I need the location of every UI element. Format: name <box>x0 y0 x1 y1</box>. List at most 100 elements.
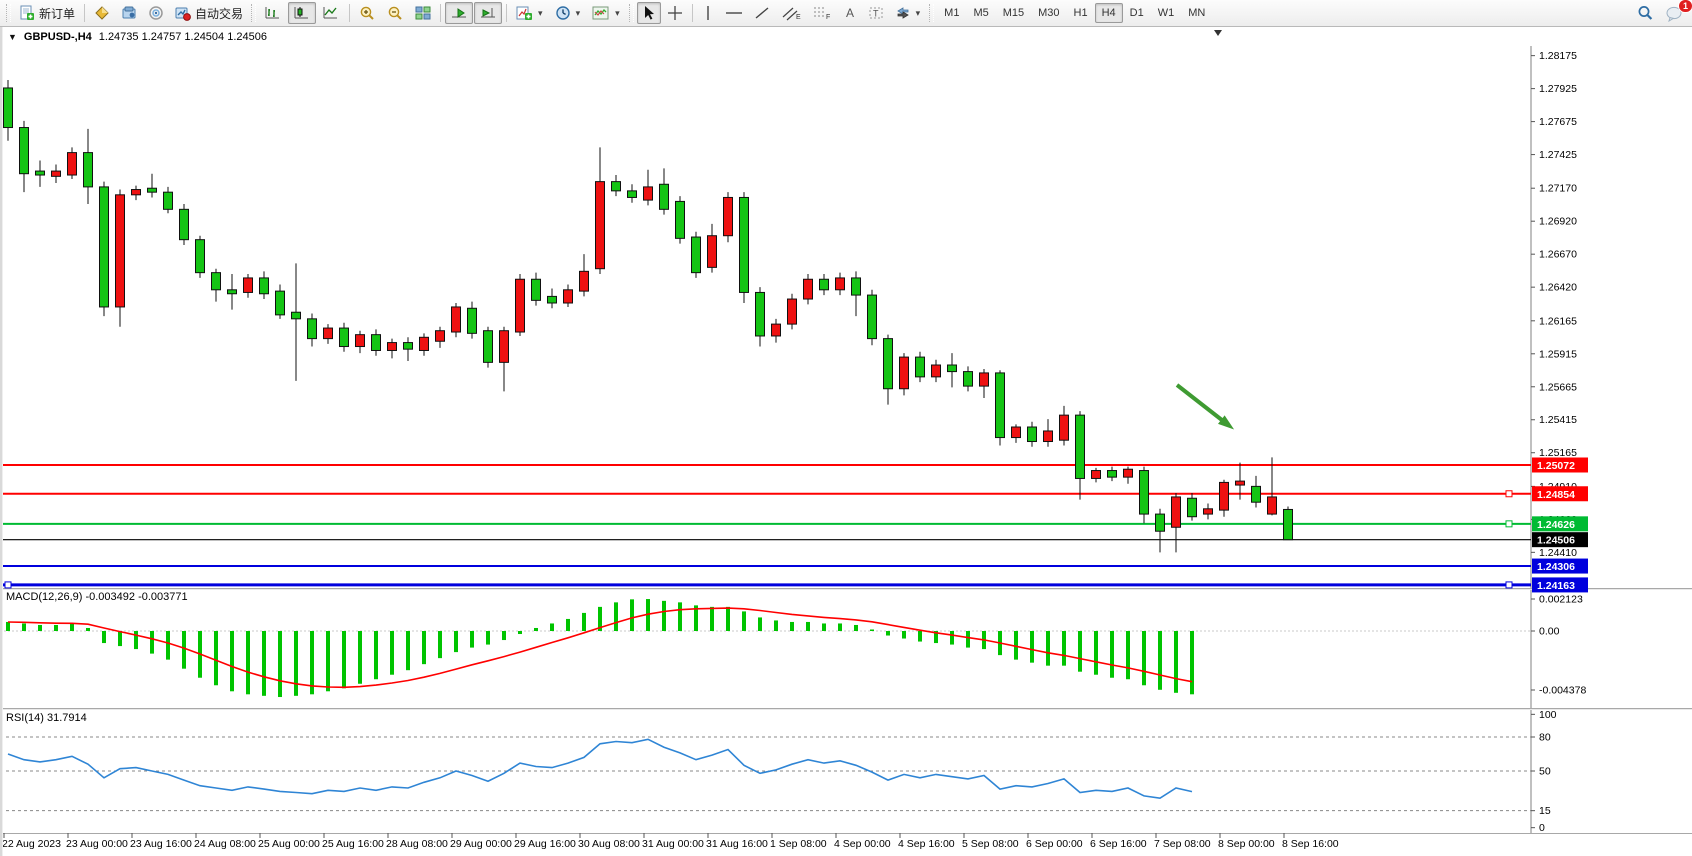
horizontal-line-button[interactable] <box>720 2 748 24</box>
text-label-button[interactable]: T <box>863 2 889 24</box>
candle <box>963 371 973 387</box>
vertical-line-button[interactable] <box>697 2 719 24</box>
svg-text:E: E <box>796 14 801 21</box>
candle <box>83 152 93 188</box>
chevron-down-icon[interactable]: ▾ <box>538 7 543 18</box>
timeframe-m5[interactable]: M5 <box>973 7 989 19</box>
timeframe-h4[interactable]: H4 <box>1094 3 1123 23</box>
candle <box>1011 426 1021 439</box>
horizontal-level-line[interactable] <box>0 520 1531 528</box>
timeframe-d1[interactable]: D1 <box>1129 7 1144 19</box>
line-handle[interactable] <box>4 581 12 589</box>
time-tick: 5 Sep 08:00 <box>962 838 1019 850</box>
line-handle[interactable] <box>1505 520 1513 528</box>
arrows-button[interactable]: ▾ <box>890 2 927 24</box>
candle <box>435 330 445 342</box>
candle <box>243 277 253 293</box>
template-icon <box>592 5 610 21</box>
time-tick: 22 Aug 2023 <box>2 838 61 850</box>
chart-shift-button[interactable] <box>474 2 503 24</box>
indicators-button[interactable]: ▾ <box>511 2 549 24</box>
one-click-trading-toggle[interactable]: ▼ <box>8 32 17 42</box>
cursor-button[interactable] <box>636 2 661 24</box>
candle <box>579 270 589 292</box>
candle <box>99 186 109 308</box>
chevron-down-icon[interactable]: ▾ <box>575 7 581 18</box>
candle <box>563 289 573 304</box>
notifications-button[interactable]: 1 <box>1660 0 1692 24</box>
timeframe-m1[interactable]: M1 <box>944 7 960 19</box>
time-tick: 8 Sep 00:00 <box>1218 838 1275 850</box>
toolbar-grip[interactable] <box>6 4 11 22</box>
chart-title-row: ▼ GBPUSD-,H4 1.24735 1.24757 1.24504 1.2… <box>8 31 267 43</box>
svg-text:1.24506: 1.24506 <box>1537 535 1575 547</box>
fibonacci-button[interactable]: F <box>807 2 837 24</box>
annotation-arrow[interactable] <box>1175 383 1235 430</box>
autotrading-button[interactable]: 自动交易 <box>170 2 248 24</box>
svg-text:1.24626: 1.24626 <box>1537 519 1575 531</box>
candle <box>899 356 909 390</box>
line-handle[interactable] <box>1505 581 1513 589</box>
tile-windows-button[interactable] <box>410 2 436 24</box>
candlestick-chart-button[interactable] <box>288 2 317 24</box>
price-badge: 1.24854 <box>1532 486 1588 502</box>
horizontal-level-line[interactable] <box>0 490 1531 498</box>
time-tick: 6 Sep 16:00 <box>1090 838 1147 850</box>
chart-shift-marker[interactable] <box>1214 30 1222 36</box>
timeframe-group: M1 M5 M15 M30 H1 H4 D1 W1 MN <box>937 3 1212 23</box>
trendline-button[interactable] <box>749 2 775 24</box>
line-chart-icon <box>322 5 340 21</box>
horizontal-level-line[interactable] <box>0 581 1531 589</box>
equidistant-channel-button[interactable]: E <box>776 2 806 24</box>
templates-button[interactable]: ▾ <box>587 2 626 24</box>
new-order-icon <box>19 5 35 21</box>
toolbar-grip[interactable] <box>628 4 634 22</box>
price-badge: 1.24306 <box>1532 558 1588 574</box>
time-tick: 23 Aug 00:00 <box>66 838 128 850</box>
candle <box>1107 470 1117 478</box>
autotrading-icon <box>175 5 191 21</box>
navigator-icon <box>121 5 137 21</box>
timeframe-mn[interactable]: MN <box>1188 7 1206 19</box>
zoom-out-button[interactable] <box>382 2 409 24</box>
chevron-down-icon[interactable]: ▾ <box>915 7 921 18</box>
auto-scroll-button[interactable] <box>445 2 474 24</box>
signal-icon <box>148 5 164 21</box>
line-handle[interactable] <box>1505 490 1513 498</box>
toolbar-grip[interactable] <box>251 4 257 22</box>
search-button[interactable] <box>1631 2 1659 24</box>
timeframe-w1[interactable]: W1 <box>1157 7 1175 19</box>
candle <box>499 330 509 363</box>
new-order-button[interactable]: 新订单 <box>14 2 80 24</box>
candle <box>323 327 333 340</box>
candle <box>851 277 861 296</box>
candle <box>1091 470 1101 479</box>
candle <box>819 278 829 291</box>
terminal-button[interactable] <box>143 2 169 24</box>
crosshair-button[interactable] <box>662 2 688 24</box>
candle <box>1059 414 1069 441</box>
timeframe-m15[interactable]: M15 <box>1002 7 1025 19</box>
candlestick-chart-icon <box>293 5 311 21</box>
bar-chart-button[interactable] <box>259 2 287 24</box>
chevron-down-icon[interactable]: ▾ <box>615 7 620 18</box>
navigator-button[interactable] <box>116 2 142 24</box>
text-button[interactable]: A <box>838 2 862 24</box>
svg-text:F: F <box>826 14 830 21</box>
market-watch-button[interactable] <box>89 2 115 24</box>
time-tick: 6 Sep 00:00 <box>1026 838 1083 850</box>
timeframe-m30[interactable]: M30 <box>1038 7 1060 19</box>
candle <box>3 87 13 129</box>
line-chart-button[interactable] <box>317 2 345 24</box>
periods-button[interactable]: ▾ <box>550 2 587 24</box>
timeframe-h1[interactable]: H1 <box>1073 7 1088 19</box>
svg-text:A: A <box>846 6 854 20</box>
rsi-axis-tick: 80 <box>1539 732 1551 744</box>
candle <box>1123 468 1133 478</box>
time-tick: 1 Sep 08:00 <box>770 838 827 850</box>
candle <box>1267 496 1277 515</box>
toolbar-grip[interactable] <box>929 4 935 22</box>
price-tick: 1.25165 <box>1539 447 1577 459</box>
zoom-in-button[interactable] <box>354 2 381 24</box>
